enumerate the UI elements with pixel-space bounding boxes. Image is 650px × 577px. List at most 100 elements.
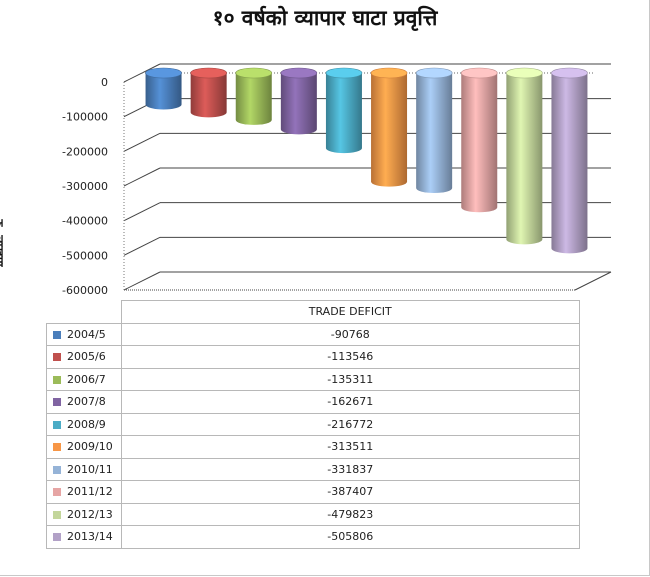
category-cell: 2004/5	[46, 322, 122, 346]
legend-swatch	[53, 420, 61, 429]
value-cell: -162671	[120, 390, 580, 414]
category-cell: 2011/12	[46, 480, 122, 504]
bar-cap	[551, 67, 588, 79]
legend-swatch	[53, 533, 61, 542]
bar-cap	[325, 67, 363, 79]
legend-swatch	[53, 353, 61, 362]
table-row: 2010/11 -331837	[46, 457, 580, 481]
gridline-depth	[123, 132, 161, 152]
category-label: 2011/12	[67, 485, 113, 499]
bar-body	[190, 73, 227, 118]
bar-cap	[415, 67, 453, 79]
bar-cap	[280, 67, 318, 79]
category-cell: 2006/7	[46, 367, 122, 391]
category-cell: 2009/10	[46, 435, 122, 459]
table-row: 2007/8 -162671	[46, 390, 580, 414]
value-cell: -479823	[120, 502, 580, 526]
bar-2008/9	[325, 67, 363, 154]
table-row: 2006/7 -135311	[46, 367, 580, 391]
value-cell: -113546	[120, 345, 580, 369]
bar-cap	[506, 67, 543, 79]
bar-2009/10	[370, 67, 408, 187]
y-tick-labels: 0 -100000 -200000 -300000 -400000 -500000 -600…	[62, 76, 108, 297]
category-label: 2012/13	[67, 507, 113, 521]
bar-layer	[145, 67, 588, 254]
category-label: 2008/9	[67, 417, 106, 431]
table-row: 2013/14 -505806	[46, 525, 580, 549]
bar-body	[280, 73, 317, 135]
legend-swatch	[53, 465, 61, 474]
bar-cap	[145, 67, 182, 79]
bar-body	[325, 73, 362, 154]
value-cell: -135311	[120, 367, 580, 391]
category-cell: 2012/13	[46, 502, 122, 526]
category-label: 2006/7	[67, 372, 106, 386]
bar-2012/13	[506, 67, 543, 245]
bar-body	[371, 73, 408, 187]
gridline-depth	[123, 202, 161, 222]
bar-2006/7	[235, 67, 273, 125]
y-tick-label: -400000	[62, 215, 108, 228]
category-cell: 2013/14	[46, 525, 122, 549]
value-cell: -387407	[120, 480, 580, 504]
category-cell: 2008/9	[46, 412, 122, 436]
bar-2011/12	[460, 67, 498, 213]
bar-cap	[235, 67, 273, 79]
category-label: 2010/11	[67, 462, 113, 476]
legend-swatch	[53, 375, 61, 384]
value-cell: -331837	[120, 457, 580, 481]
value-cell: -90768	[120, 322, 580, 346]
table-row: 2004/5 -90768	[46, 322, 580, 346]
y-tick-label: -600000	[62, 284, 108, 297]
legend-swatch	[53, 443, 61, 452]
bar-cap	[460, 67, 498, 79]
bar-cap	[190, 67, 227, 79]
gridline-depth	[123, 167, 161, 187]
bar-2013/14	[551, 67, 588, 254]
bar-body	[506, 73, 543, 245]
table-row: 2011/12 -387407	[46, 480, 580, 504]
table-row: 2008/9 -216772	[46, 412, 580, 436]
category-cell: 2010/11	[46, 457, 122, 481]
value-cell: -216772	[120, 412, 580, 436]
category-label: 2004/5	[67, 327, 106, 341]
data-table: TRADE DEFICIT 2004/5 -90768 2005/6 -113546 20…	[46, 300, 580, 549]
legend-swatch	[53, 398, 61, 407]
value-cell: -505806	[120, 525, 580, 549]
category-cell: 2007/8	[46, 390, 122, 414]
gridline-depth	[123, 271, 161, 291]
legend-swatch	[53, 330, 61, 339]
category-cell: 2005/6	[46, 345, 122, 369]
y-tick-label: -300000	[62, 180, 108, 193]
bar-body	[416, 73, 453, 194]
legend-swatch	[53, 510, 61, 519]
bar-body	[551, 73, 588, 254]
bar-body	[235, 73, 272, 125]
table-header-row: TRADE DEFICIT	[46, 300, 580, 324]
y-tick-label: -100000	[62, 111, 108, 124]
table-row: 2005/6 -113546	[46, 345, 580, 369]
bar-cap	[370, 67, 408, 79]
gridline-depth	[123, 236, 161, 256]
bar-2007/8	[280, 67, 318, 135]
bar-body	[145, 73, 182, 110]
table-corner	[46, 300, 122, 324]
series-header: TRADE DEFICIT	[120, 300, 580, 324]
value-cell: -313511	[120, 435, 580, 459]
bar-2010/11	[415, 67, 453, 194]
chart-title: १० वर्षको व्यापार घाटा प्रवृत्ति	[212, 5, 438, 30]
y-tick-label: -200000	[62, 145, 108, 158]
floor-side	[574, 271, 612, 291]
category-label: 2009/10	[67, 440, 113, 454]
category-label: 2013/14	[67, 530, 113, 544]
y-tick-label: 0	[101, 76, 108, 89]
y-tick-label: -500000	[62, 249, 108, 262]
bar-2004/5	[145, 67, 182, 110]
category-label: 2007/8	[67, 395, 106, 409]
bar-body	[461, 73, 498, 213]
legend-swatch	[53, 488, 61, 497]
category-label: 2005/6	[67, 350, 106, 364]
bar-2005/6	[190, 67, 227, 118]
table-row: 2009/10 -313511	[46, 435, 580, 459]
